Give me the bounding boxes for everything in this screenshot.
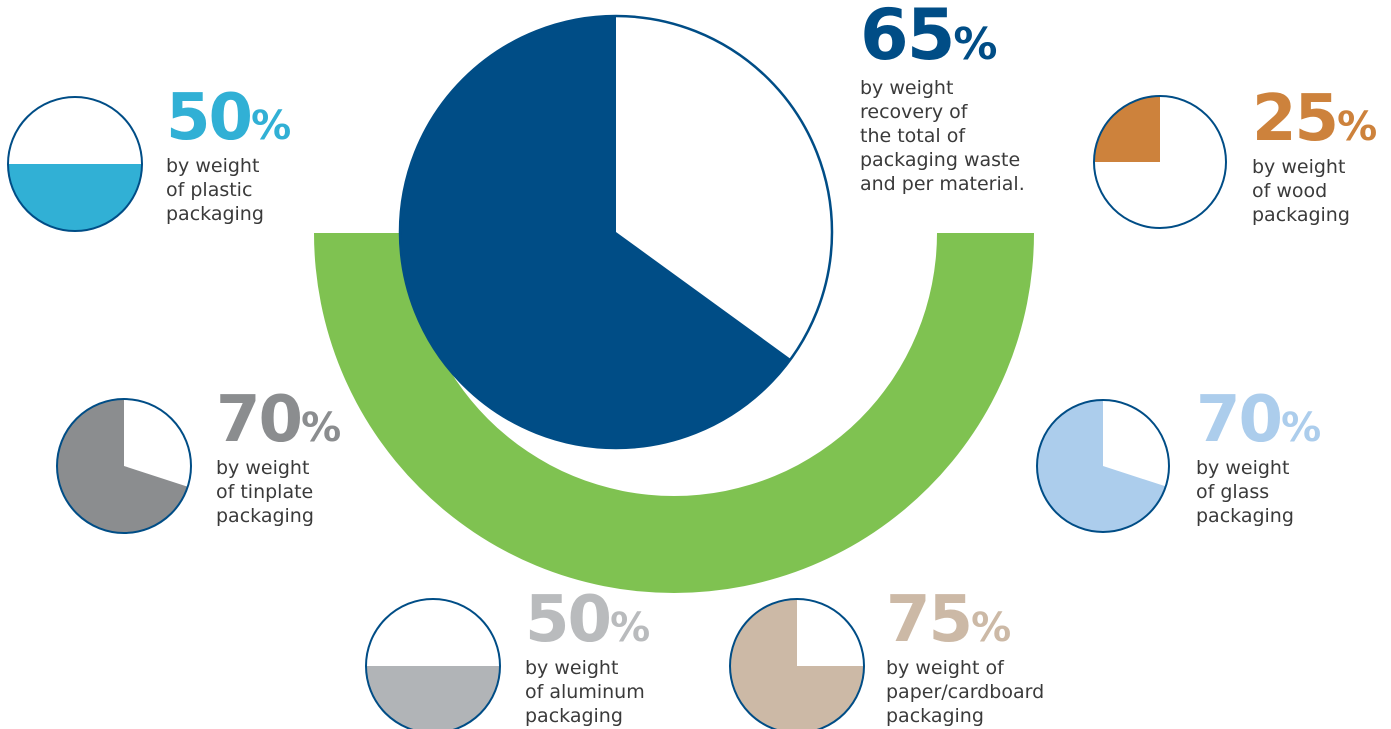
aluminum-stat-value: 50% [525, 588, 651, 654]
glass-pie-empty-slice [1103, 400, 1170, 487]
wood-stat: 25% by weight of wood packaging [1252, 87, 1378, 227]
plastic-pie-fill [8, 164, 142, 231]
material-pies [7, 95, 1227, 729]
wood-pie [1093, 95, 1227, 229]
tinplate-stat-line: packaging [216, 505, 314, 527]
plastic-stat-unit: % [251, 103, 292, 149]
glass-stat-line: of glass [1196, 481, 1270, 503]
aluminum-stat-unit: % [610, 605, 651, 651]
plastic-stat-description: by weight of plastic packaging [166, 154, 291, 226]
tinplate-stat-description: by weight of tinplate packaging [216, 456, 341, 528]
plastic-stat: 50% by weight of plastic packaging [166, 86, 292, 226]
wood-stat-line: packaging [1252, 204, 1350, 226]
glass-stat-number: 70 [1196, 383, 1283, 457]
tinplate-stat-number: 70 [216, 383, 303, 457]
decorative-green-arc [314, 233, 1034, 593]
paper-stat-description: by weight of paper/cardboard packaging [886, 656, 1044, 728]
tinplate-pie [56, 398, 192, 534]
plastic-stat-line: of plastic [166, 179, 253, 201]
paper-stat-unit: % [971, 605, 1012, 651]
tinplate-stat: 70% by weight of tinplate packaging [216, 388, 342, 528]
main-stat-line: packaging waste [860, 149, 1021, 171]
tinplate-stat-line: by weight [216, 457, 310, 479]
wood-pie-empty-slice [1094, 96, 1226, 228]
main-stat-description: by weight recovery of the total of packa… [860, 76, 1025, 196]
main-stat-number: 65 [860, 0, 955, 76]
glass-pie [1036, 399, 1170, 533]
main-stat-line: and per material. [860, 173, 1025, 195]
paper-stat-value: 75% [886, 588, 1044, 654]
glass-stat-line: packaging [1196, 505, 1294, 527]
plastic-stat-line: packaging [166, 203, 264, 225]
aluminum-stat-description: by weight of aluminum packaging [525, 656, 650, 728]
paper-stat-line: packaging [886, 705, 984, 727]
main-stat-line: by weight [860, 77, 954, 99]
wood-pie-outline [1093, 95, 1227, 229]
tinplate-pie-empty-slice [124, 399, 191, 487]
paper-pie-empty-slice [797, 599, 864, 666]
paper-stat-number: 75 [886, 583, 973, 657]
aluminum-pie-fill [366, 666, 500, 729]
glass-stat-unit: % [1281, 405, 1322, 451]
main-stat-unit: % [953, 19, 998, 70]
plastic-pie [7, 96, 143, 232]
aluminum-stat-number: 50 [525, 583, 612, 657]
paper-pie-outline [729, 598, 865, 729]
plastic-stat-line: by weight [166, 155, 260, 177]
aluminum-stat-line: packaging [525, 705, 623, 727]
main-pie-outline [398, 14, 834, 450]
glass-stat: 70% by weight of glass packaging [1196, 388, 1322, 528]
main-stat: 65% by weight recovery of the total of p… [860, 0, 1025, 196]
plastic-pie-outline [7, 96, 143, 232]
main-pie-empty-slice [616, 16, 833, 359]
paper-pie [729, 598, 865, 729]
wood-stat-number: 25 [1252, 82, 1339, 156]
tinplate-stat-value: 70% [216, 388, 342, 454]
main-recovery-pie [398, 14, 834, 450]
tinplate-stat-line: of tinplate [216, 481, 314, 503]
aluminum-stat-line: by weight [525, 657, 619, 679]
main-stat-value: 65% [860, 0, 1025, 74]
plastic-stat-value: 50% [166, 86, 292, 152]
aluminum-stat-line: of aluminum [525, 681, 645, 703]
main-stat-line: recovery of [860, 101, 968, 123]
main-stat-line: the total of [860, 125, 966, 147]
glass-pie-outline [1036, 399, 1170, 533]
paper-stat: 75% by weight of paper/cardboard packagi… [886, 588, 1044, 728]
paper-stat-line: by weight of [886, 657, 1004, 679]
tinplate-stat-unit: % [301, 405, 342, 451]
glass-stat-description: by weight of glass packaging [1196, 456, 1321, 528]
wood-stat-description: by weight of wood packaging [1252, 155, 1377, 227]
glass-stat-value: 70% [1196, 388, 1322, 454]
plastic-stat-number: 50 [166, 81, 253, 155]
wood-stat-value: 25% [1252, 87, 1378, 153]
aluminum-pie-outline [365, 598, 501, 729]
wood-stat-line: of wood [1252, 180, 1328, 202]
tinplate-pie-outline [56, 398, 192, 534]
aluminum-stat: 50% by weight of aluminum packaging [525, 588, 651, 728]
glass-stat-line: by weight [1196, 457, 1290, 479]
paper-stat-line: paper/cardboard [886, 681, 1045, 703]
aluminum-pie [365, 598, 501, 729]
wood-stat-unit: % [1337, 104, 1378, 150]
wood-stat-line: by weight [1252, 156, 1346, 178]
